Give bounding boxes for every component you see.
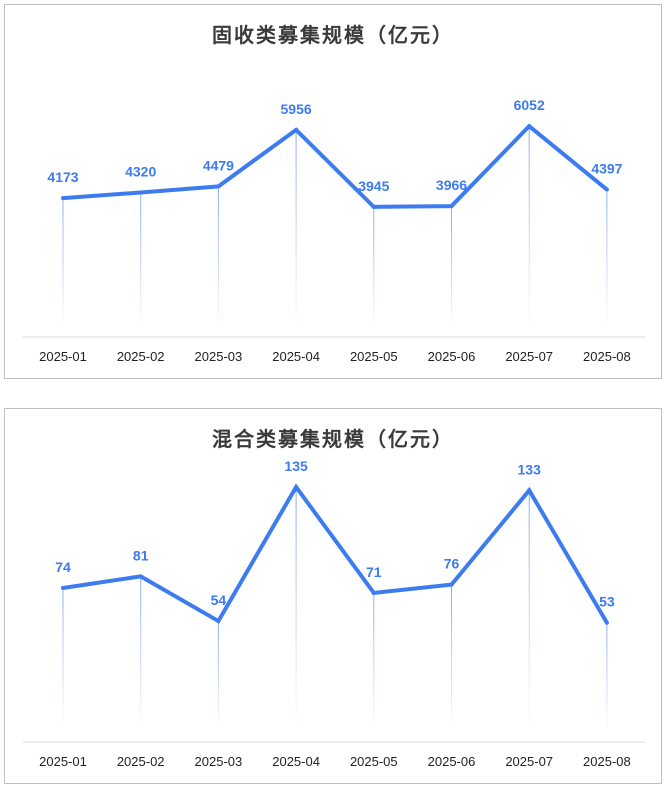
drop-line [62, 587, 64, 731]
x-tick-label: 2025-03 [195, 349, 243, 364]
data-point [371, 590, 376, 595]
data-label: 4320 [125, 164, 156, 180]
data-point [216, 619, 221, 624]
series-line [62, 483, 609, 624]
data-label: 3945 [358, 178, 389, 194]
data-point [138, 574, 143, 579]
data-label: 54 [211, 592, 227, 608]
data-label: 5956 [281, 101, 312, 117]
data-point [604, 620, 609, 625]
data-label: 4173 [47, 169, 78, 185]
data-point [138, 190, 143, 195]
x-tick-label: 2025-04 [272, 349, 320, 364]
drop-line [451, 584, 452, 731]
drop-line [62, 198, 64, 330]
drop-line [140, 576, 142, 731]
chart-title: 混合类募集规模（亿元） [212, 427, 454, 451]
x-tick-label: 2025-06 [428, 349, 476, 364]
data-label: 4397 [591, 161, 622, 177]
drop-line [295, 487, 297, 731]
drop-line [295, 129, 297, 330]
line-chart-fixed-income: 4173 4320 4479 5956 3945 3966 6052 4397 2025-01 2… [23, 97, 645, 364]
line-chart-hybrid: 74 81 54 135 71 76 133 53 2025-01 2025-02 2025-03 2… [23, 458, 645, 769]
data-label: 76 [444, 556, 460, 572]
data-point [61, 196, 65, 201]
data-label: 4479 [203, 157, 234, 173]
data-label: 53 [599, 594, 615, 610]
drop-line [528, 126, 530, 331]
data-point [527, 124, 532, 129]
data-point [61, 585, 65, 590]
drop-line [373, 206, 375, 330]
x-tick-label: 2025-02 [117, 754, 165, 769]
data-label: 3966 [436, 177, 467, 193]
data-label: 81 [133, 547, 149, 563]
x-tick-label: 2025-06 [428, 754, 476, 769]
data-label: 133 [518, 461, 542, 477]
x-tick-label: 2025-02 [117, 349, 165, 364]
data-label: 135 [284, 458, 308, 474]
chart-panel-fixed-income: 固收类募集规模（亿元） 4173 4320 4479 5956 3945 3966 6052… [4, 4, 662, 379]
data-point [604, 187, 609, 192]
data-point [371, 204, 376, 209]
data-point [449, 204, 454, 209]
drop-line [528, 490, 530, 731]
x-tick-label: 2025-05 [350, 754, 398, 769]
drop-line [606, 622, 608, 731]
series-line [62, 123, 609, 209]
data-point [294, 485, 299, 489]
drop-line [217, 186, 219, 330]
x-tick-label: 2025-08 [583, 754, 631, 769]
data-label: 71 [366, 564, 382, 580]
data-label: 6052 [514, 97, 545, 113]
x-tick-label: 2025-01 [39, 349, 87, 364]
data-point [449, 582, 454, 587]
x-tick-label: 2025-07 [505, 349, 553, 364]
x-tick-label: 2025-07 [505, 754, 553, 769]
drop-line [606, 189, 608, 330]
chart-panel-hybrid: 混合类募集规模（亿元） 74 81 54 135 71 76 133 53 2025-01 202… [4, 408, 662, 784]
drop-line [451, 206, 452, 330]
drop-line [217, 621, 219, 731]
drop-line [373, 592, 375, 731]
x-tick-label: 2025-05 [350, 349, 398, 364]
x-tick-label: 2025-01 [39, 754, 87, 769]
drop-line [140, 192, 142, 330]
data-label: 74 [55, 559, 71, 575]
data-point [294, 127, 299, 132]
x-tick-label: 2025-03 [195, 754, 243, 769]
x-tick-label: 2025-04 [272, 754, 320, 769]
x-tick-label: 2025-08 [583, 349, 631, 364]
data-point [527, 488, 532, 493]
data-point [216, 184, 221, 189]
chart-title: 固收类募集规模（亿元） [212, 23, 454, 47]
